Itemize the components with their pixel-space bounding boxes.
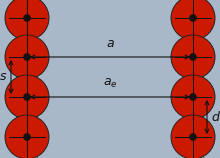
Circle shape	[189, 94, 196, 100]
Circle shape	[171, 0, 215, 40]
Text: $\mathit{a_e}$: $\mathit{a_e}$	[103, 77, 117, 90]
Circle shape	[189, 15, 196, 21]
Circle shape	[24, 15, 31, 21]
Text: $\mathit{a}$: $\mathit{a}$	[106, 37, 114, 50]
Circle shape	[189, 54, 196, 61]
Circle shape	[5, 0, 49, 40]
Circle shape	[24, 134, 31, 140]
Circle shape	[189, 134, 196, 140]
Text: $\mathit{s}$: $\mathit{s}$	[0, 70, 7, 83]
Circle shape	[171, 75, 215, 119]
Circle shape	[171, 35, 215, 79]
Circle shape	[24, 54, 31, 61]
Circle shape	[24, 94, 31, 100]
Circle shape	[171, 115, 215, 158]
Circle shape	[5, 115, 49, 158]
Circle shape	[5, 75, 49, 119]
Text: $\mathit{d}$: $\mathit{d}$	[211, 110, 220, 124]
Circle shape	[5, 35, 49, 79]
